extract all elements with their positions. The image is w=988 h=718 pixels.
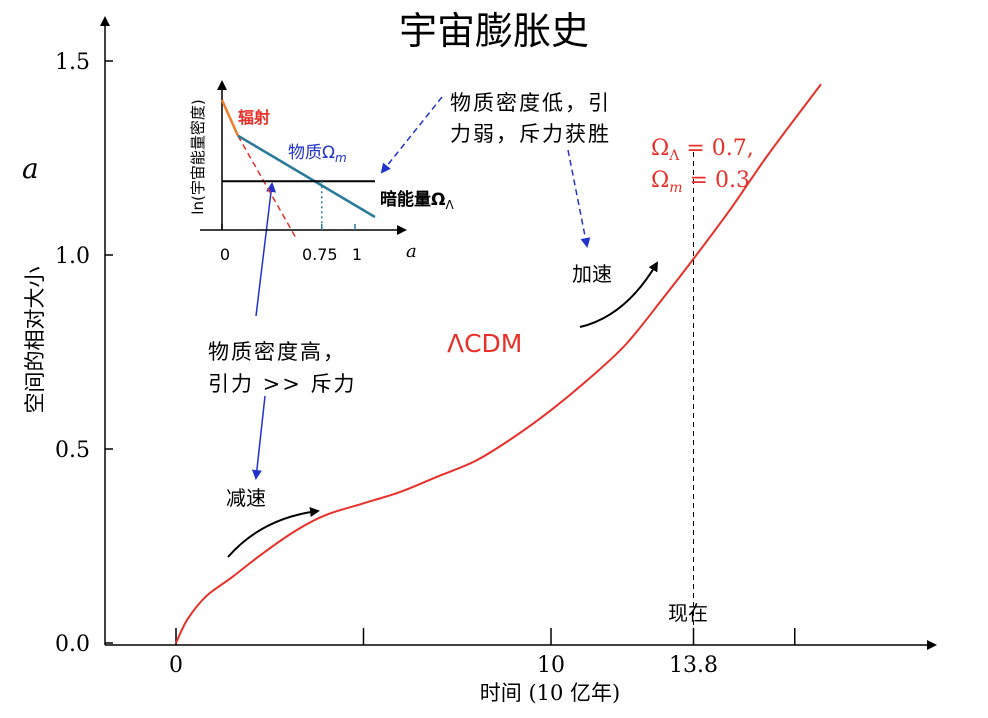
- x-ticks: 0 10 13.8: [169, 628, 796, 678]
- y-axis-label: 空间的相对大小: [23, 267, 47, 414]
- inset-matter-label: 物质Ωm: [288, 143, 347, 165]
- deceleration-label: 减速: [226, 486, 266, 510]
- low-density-line1: 物质密度低，引: [450, 91, 611, 115]
- low-density-arrow-down: [567, 149, 591, 248]
- energy-density-inset: ln(宇宙能量密度) a 0 0.75 1 辐射 物质Ωm 暗能量ΩΛ: [189, 80, 454, 264]
- acceleration-label: 加速: [572, 262, 612, 286]
- inset-x-tick-label: 0.75: [302, 245, 338, 264]
- y-tick-label: 0.0: [55, 632, 90, 657]
- y-tick-label: 0.5: [55, 438, 90, 463]
- inset-y-label: ln(宇宙能量密度): [189, 99, 207, 214]
- acceleration-arrow: [579, 261, 659, 328]
- lcdm-curve: [175, 83, 822, 644]
- low-density-line2: 力弱，斥力获胜: [450, 122, 611, 146]
- high-density-line1: 物质密度高，: [208, 340, 346, 364]
- inset-radiation-extension: [237, 135, 296, 237]
- inset-x-tick-label: 1: [352, 245, 362, 264]
- inset-x-tick-label: 0: [220, 245, 230, 264]
- low-density-arrow-left: [380, 96, 443, 174]
- y-tick-label: 1.0: [55, 244, 90, 269]
- main-axes: [100, 16, 937, 650]
- inset-dark-energy-label: 暗能量ΩΛ: [380, 189, 454, 212]
- x-axis-label: 时间 (10 亿年): [480, 681, 620, 705]
- y-axis-symbol: a: [22, 152, 39, 185]
- high-density-arrow-down: [251, 395, 266, 480]
- present-day-label: 现在: [668, 601, 708, 625]
- y-tick-label: 1.5: [55, 50, 90, 75]
- x-tick-label: 0: [169, 653, 183, 678]
- x-tick-label: 13.8: [669, 653, 718, 678]
- inset-x-ticks: 0 0.75 1: [220, 224, 362, 264]
- omega-m-param: Ωm = 0.3: [651, 168, 750, 196]
- inset-x-symbol: a: [406, 241, 417, 262]
- chart-title: 宇宙膨胀史: [399, 9, 589, 53]
- high-density-arrow-up: [255, 182, 277, 317]
- inset-radiation-label: 辐射: [238, 108, 270, 127]
- high-density-line2: 引力 >> 斥力: [208, 372, 357, 396]
- deceleration-arrow: [227, 507, 320, 558]
- x-tick-label: 10: [537, 653, 565, 678]
- inset-radiation-line: [220, 99, 240, 137]
- inset-matter-line: [237, 134, 376, 219]
- lcdm-label: ΛCDM: [447, 329, 522, 358]
- y-ticks: 0.0 0.5 1.0 1.5: [55, 50, 113, 657]
- omega-lambda-param: ΩΛ = 0.7,: [651, 136, 754, 164]
